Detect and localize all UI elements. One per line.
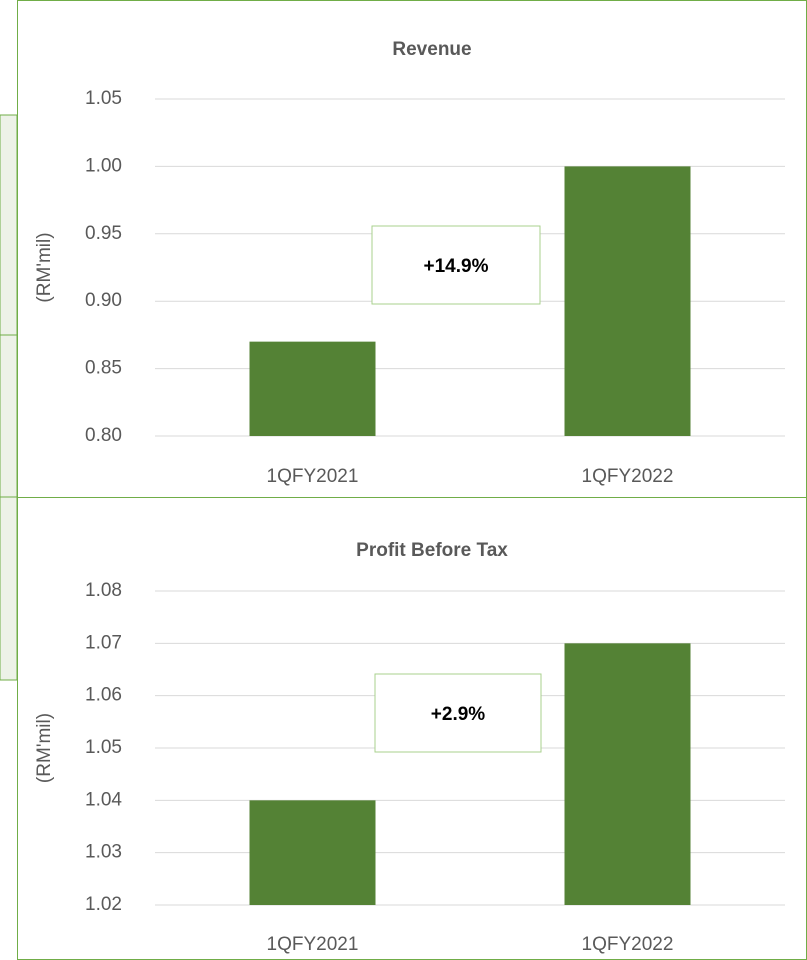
y-tick-label: 1.02 [85, 894, 122, 915]
y-tick-label: 0.85 [85, 358, 122, 379]
bar [249, 341, 376, 436]
x-tick-label: 1QFY2022 [582, 934, 674, 955]
x-tick-label: 1QFY2022 [582, 466, 674, 487]
annotation: +14.9% [424, 256, 489, 277]
x-tick-label: 1QFY2021 [267, 466, 359, 487]
y-tick-label: 1.03 [85, 842, 122, 863]
y-tick-label: 1.06 [85, 685, 122, 706]
bar [249, 800, 376, 905]
y-tick-label: 1.04 [85, 789, 122, 810]
x-tick-label: 1QFY2021 [267, 934, 359, 955]
y-tick-label: 0.80 [85, 425, 122, 446]
y-tick-label: 1.05 [85, 737, 122, 758]
annotation-box [374, 673, 542, 753]
y-tick-label: 1.05 [85, 88, 122, 109]
side-panel [0, 114, 18, 681]
chart-title: Profit Before Tax [356, 540, 508, 561]
y-tick-label: 1.07 [85, 632, 122, 653]
y-tick-label: 1.08 [85, 580, 122, 601]
annotation-box [371, 225, 541, 305]
y-tick-label: 0.95 [85, 223, 122, 244]
bar [564, 643, 691, 905]
annotation: +2.9% [431, 704, 486, 725]
y-tick-label: 1.00 [85, 155, 122, 176]
y-axis-label: (RM'mil) [34, 713, 55, 783]
y-axis-label: (RM'mil) [34, 232, 55, 302]
chart-title: Revenue [392, 39, 471, 60]
bar [564, 166, 691, 436]
y-tick-label: 0.90 [85, 290, 122, 311]
